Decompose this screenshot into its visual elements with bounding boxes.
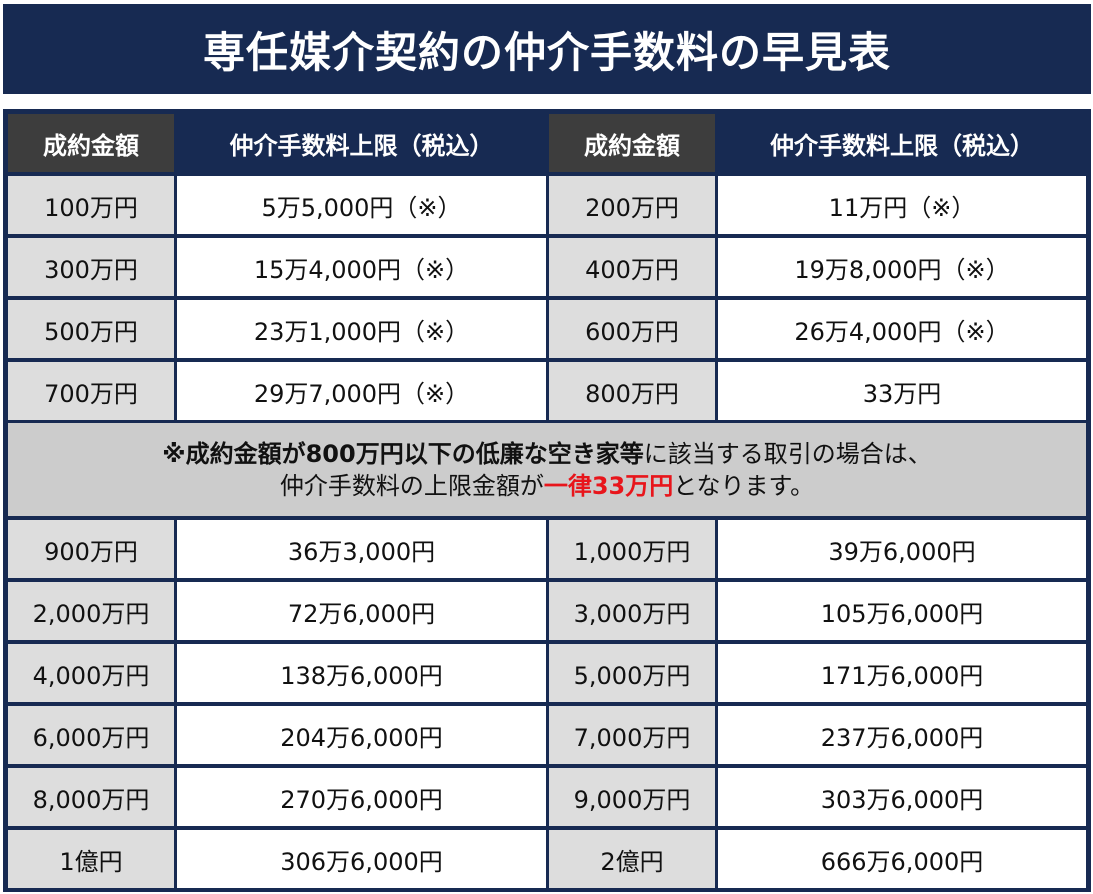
fee-table: 成約金額 仲介手数料上限（税込） 成約金額 仲介手数料上限（税込） 100万円 … bbox=[3, 109, 1091, 892]
amount-cell: 100万円 bbox=[8, 176, 174, 234]
note-text: に該当する取引の場合は、 bbox=[643, 439, 932, 468]
fee-cell: 5万5,000円（※） bbox=[177, 176, 546, 234]
page-title: 専任媒介契約の仲介手数料の早見表 bbox=[3, 4, 1091, 94]
amount-cell: 900万円 bbox=[8, 520, 174, 578]
fee-cell: 15万4,000円（※） bbox=[177, 238, 546, 296]
amount-cell: 2,000万円 bbox=[8, 582, 174, 640]
fee-cell: 306万6,000円 bbox=[177, 830, 546, 888]
amount-cell: 1億円 bbox=[8, 830, 174, 888]
amount-cell: 800万円 bbox=[549, 362, 715, 420]
amount-cell: 8,000万円 bbox=[8, 768, 174, 826]
amount-cell: 4,000万円 bbox=[8, 644, 174, 702]
amount-cell: 600万円 bbox=[549, 300, 715, 358]
note-highlight: 一律33万円 bbox=[543, 471, 674, 500]
fee-cell: 171万6,000円 bbox=[718, 644, 1086, 702]
header-fee-left: 仲介手数料上限（税込） bbox=[177, 114, 546, 172]
amount-cell: 3,000万円 bbox=[549, 582, 715, 640]
amount-cell: 6,000万円 bbox=[8, 706, 174, 764]
fee-cell: 33万円 bbox=[718, 362, 1086, 420]
amount-cell: 5,000万円 bbox=[549, 644, 715, 702]
note-text: 仲介手数料の上限金額が bbox=[279, 471, 544, 500]
fee-cell: 105万6,000円 bbox=[718, 582, 1086, 640]
fee-cell: 72万6,000円 bbox=[177, 582, 546, 640]
amount-cell: 500万円 bbox=[8, 300, 174, 358]
fee-cell: 138万6,000円 bbox=[177, 644, 546, 702]
fee-cell: 237万6,000円 bbox=[718, 706, 1086, 764]
amount-cell: 1,000万円 bbox=[549, 520, 715, 578]
note-bold-text: ※成約金額が800万円以下の低廉な空き家等 bbox=[162, 439, 644, 468]
fee-cell: 19万8,000円（※） bbox=[718, 238, 1086, 296]
low-cost-vacant-house-note: ※成約金額が800万円以下の低廉な空き家等に該当する取引の場合は、 仲介手数料の… bbox=[8, 423, 1086, 516]
fee-cell: 11万円（※） bbox=[718, 176, 1086, 234]
amount-cell: 200万円 bbox=[549, 176, 715, 234]
fee-cell: 23万1,000円（※） bbox=[177, 300, 546, 358]
amount-cell: 2億円 bbox=[549, 830, 715, 888]
fee-cell: 26万4,000円（※） bbox=[718, 300, 1086, 358]
fee-cell: 666万6,000円 bbox=[718, 830, 1086, 888]
amount-cell: 300万円 bbox=[8, 238, 174, 296]
fee-cell: 303万6,000円 bbox=[718, 768, 1086, 826]
amount-cell: 7,000万円 bbox=[549, 706, 715, 764]
fee-cell: 29万7,000円（※） bbox=[177, 362, 546, 420]
amount-cell: 700万円 bbox=[8, 362, 174, 420]
note-line-1: ※成約金額が800万円以下の低廉な空き家等に該当する取引の場合は、 bbox=[162, 438, 931, 470]
fee-cell: 270万6,000円 bbox=[177, 768, 546, 826]
note-line-2: 仲介手数料の上限金額が一律33万円となります。 bbox=[280, 470, 814, 502]
fee-cell: 39万6,000円 bbox=[718, 520, 1086, 578]
amount-cell: 9,000万円 bbox=[549, 768, 715, 826]
fee-cell: 36万3,000円 bbox=[177, 520, 546, 578]
fee-cell: 204万6,000円 bbox=[177, 706, 546, 764]
note-text: となります。 bbox=[673, 471, 815, 500]
header-fee-right: 仲介手数料上限（税込） bbox=[718, 114, 1086, 172]
header-amount-right: 成約金額 bbox=[549, 114, 715, 172]
amount-cell: 400万円 bbox=[549, 238, 715, 296]
header-amount-left: 成約金額 bbox=[8, 114, 174, 172]
